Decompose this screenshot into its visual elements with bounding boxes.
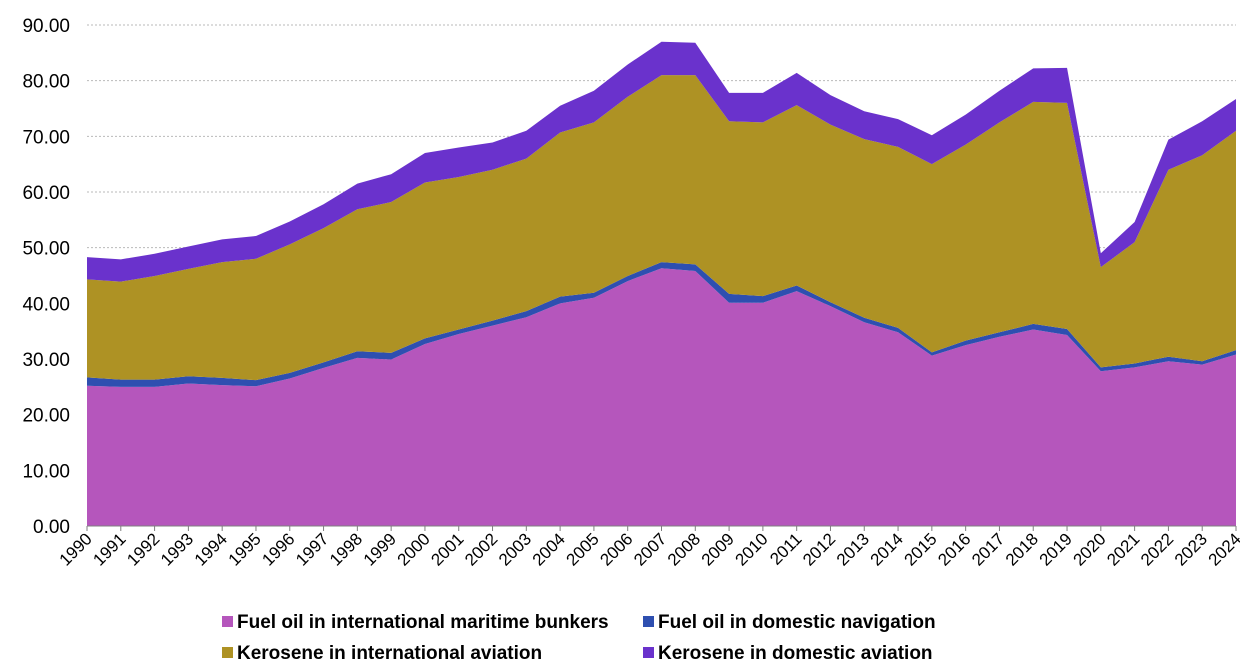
x-tick-label: 1997 bbox=[292, 529, 332, 569]
legend-item-kerosene-in-domestic-aviation: Kerosene in domestic aviation bbox=[643, 643, 933, 664]
area-kerosene-in-domestic-aviation bbox=[87, 41, 1236, 282]
x-tick-label: 2006 bbox=[596, 529, 636, 569]
area-series bbox=[87, 41, 1236, 526]
y-tick-label: 70.00 bbox=[22, 127, 70, 148]
x-tick-label: 2009 bbox=[698, 529, 738, 569]
x-tick-label: 1993 bbox=[157, 529, 197, 569]
x-tick-label: 2024 bbox=[1205, 529, 1240, 569]
legend-item-fuel-oil-in-international-maritime-bunkers: Fuel oil in international maritime bunke… bbox=[222, 612, 609, 633]
x-tick-label: 2019 bbox=[1036, 529, 1076, 569]
x-tick-label: 2013 bbox=[833, 529, 873, 569]
legend-item-fuel-oil-in-domestic-navigation: Fuel oil in domestic navigation bbox=[643, 612, 936, 633]
y-tick-label: 10.00 bbox=[22, 461, 70, 482]
x-tick-label: 2003 bbox=[495, 529, 535, 569]
x-tick-label: 2018 bbox=[1002, 529, 1042, 569]
x-tick-label: 2001 bbox=[427, 529, 467, 569]
x-tick-label: 2004 bbox=[529, 529, 569, 569]
x-tick-label: 1995 bbox=[225, 529, 265, 569]
y-tick-label: 0.00 bbox=[33, 517, 70, 538]
y-tick-label: 20.00 bbox=[22, 406, 70, 427]
legend-swatch bbox=[222, 616, 233, 627]
legend-swatch bbox=[643, 616, 654, 627]
x-tick-label: 2016 bbox=[934, 529, 974, 569]
x-tick-label: 1996 bbox=[258, 529, 298, 569]
area-kerosene-in-international-aviation bbox=[87, 75, 1236, 381]
x-tick-label: 2007 bbox=[630, 529, 670, 569]
x-tick-label: 2010 bbox=[732, 529, 772, 569]
y-tick-label: 30.00 bbox=[22, 350, 70, 371]
area-fuel-oil-in-domestic-navigation bbox=[87, 262, 1236, 387]
x-tick-label: 1994 bbox=[191, 529, 231, 569]
x-tick-label: 2021 bbox=[1103, 529, 1143, 569]
legend-label: Kerosene in domestic aviation bbox=[658, 643, 933, 664]
x-tick-label: 1998 bbox=[326, 529, 366, 569]
area-fuel-oil-in-international-maritime-bunkers bbox=[87, 268, 1236, 526]
x-tick-label: 2002 bbox=[461, 529, 501, 569]
x-tick-label: 2017 bbox=[968, 529, 1008, 569]
x-tick-label: 2008 bbox=[664, 529, 704, 569]
y-tick-label: 50.00 bbox=[22, 239, 70, 260]
x-tick-label: 1991 bbox=[89, 529, 129, 569]
x-tick-label: 2000 bbox=[394, 529, 434, 569]
x-tick-label: 1999 bbox=[360, 529, 400, 569]
x-tick-label: 1992 bbox=[123, 529, 163, 569]
legend-label: Fuel oil in international maritime bunke… bbox=[237, 612, 609, 633]
x-tick-label: 2012 bbox=[799, 529, 839, 569]
legend: Fuel oil in international maritime bunke… bbox=[222, 612, 936, 664]
legend-label: Fuel oil in domestic navigation bbox=[658, 612, 936, 633]
y-tick-label: 40.00 bbox=[22, 294, 70, 315]
legend-item-kerosene-in-international-aviation: Kerosene in international aviation bbox=[222, 643, 542, 664]
x-tick-label: 2005 bbox=[563, 529, 603, 569]
legend-swatch bbox=[222, 647, 233, 658]
y-tick-label: 90.00 bbox=[22, 16, 70, 37]
x-tick-label: 2023 bbox=[1171, 529, 1211, 569]
x-tick-label: 2011 bbox=[766, 529, 805, 568]
legend-swatch bbox=[643, 647, 654, 658]
y-tick-label: 80.00 bbox=[22, 72, 70, 93]
y-tick-label: 60.00 bbox=[22, 183, 70, 204]
x-tick-label: 2014 bbox=[867, 529, 907, 569]
x-tick-label: 2015 bbox=[900, 529, 940, 569]
x-tick-label: 2022 bbox=[1137, 529, 1177, 569]
x-tick-label: 2020 bbox=[1069, 529, 1109, 569]
legend-label: Kerosene in international aviation bbox=[237, 643, 542, 664]
